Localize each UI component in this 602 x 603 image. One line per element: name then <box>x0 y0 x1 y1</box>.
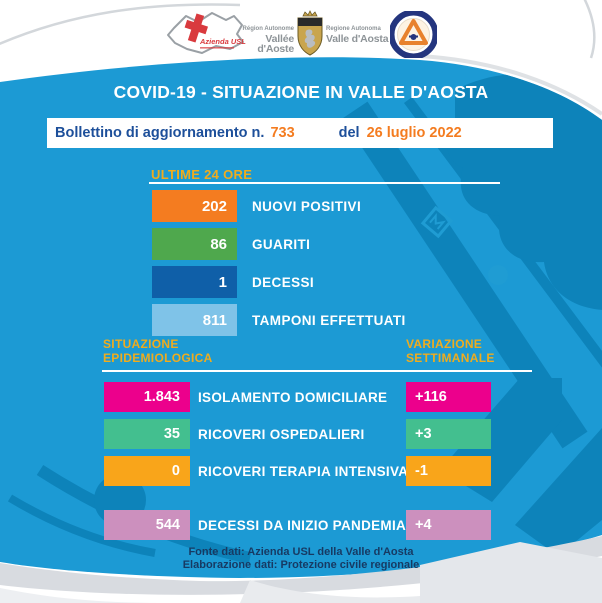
azienda-usl-logo: Azienda USL <box>167 12 246 54</box>
weekly-delta-badge: +3 <box>406 419 491 449</box>
delta-value: +3 <box>415 426 432 442</box>
weekly-delta-badge: +4 <box>406 510 491 540</box>
stat-value: 811 <box>202 311 227 329</box>
red-cross-icon <box>184 13 209 43</box>
bottom-left-watermark <box>0 588 170 603</box>
section-epidemiological-heading: SITUAZIONE EPIDEMIOLOGICA <box>103 337 213 365</box>
footer-elaboration-line: Elaborazione dati: Protezione civile reg… <box>182 558 420 571</box>
region-name-italian: Regione Autonoma Valle d'Aosta <box>326 24 396 44</box>
stat-row-decessi-pandemia: 544 DECESSI DA INIZIO PANDEMIA +4 <box>104 510 602 540</box>
bottom-center-watermark <box>240 580 420 603</box>
stat-label: TAMPONI EFFETTUATI <box>252 312 406 328</box>
data-source-footer: Fonte dati: Azienda USL della Valle d'Ao… <box>0 546 602 571</box>
stat-bar: 1.843 <box>104 382 190 412</box>
usl-logo-label: Azienda USL <box>199 37 246 46</box>
region-name-french: Région Autonome Vallée d'Aoste <box>240 24 295 55</box>
bulletin-band: Bollettino di aggiornamento n. 733 del 2… <box>47 118 553 148</box>
bulletin-date: 26 luglio 2022 <box>366 125 462 141</box>
stat-bar: 0 <box>104 456 190 486</box>
stat-label: NUOVI POSITIVI <box>252 198 362 214</box>
stat-bar: 35 <box>104 419 190 449</box>
delta-value: +116 <box>415 389 447 405</box>
bulletin-del: del <box>338 125 360 141</box>
stat-value: 544 <box>155 517 180 533</box>
bulletin-number: 733 <box>270 125 295 141</box>
stat-row-isolamento: 1.843 ISOLAMENTO DOMICILIARE +116 <box>104 382 602 412</box>
stat-row-decessi: 1 DECESSI <box>152 266 592 298</box>
stat-bar: 202 <box>152 190 237 222</box>
top-right-swoosh <box>583 0 596 59</box>
delta-value: +4 <box>415 517 432 533</box>
section-last24h-heading: ULTIME 24 ORE <box>151 167 253 182</box>
section-epidemiological-rule <box>102 370 532 372</box>
stat-label: RICOVERI TERAPIA INTENSIVA <box>198 463 409 479</box>
delta-value: -1 <box>415 463 428 479</box>
stat-bar: 86 <box>152 228 237 260</box>
stat-row-terapia-intensiva: 0 RICOVERI TERAPIA INTENSIVA -1 <box>104 456 602 486</box>
stat-bar: 1 <box>152 266 237 298</box>
stat-value: 202 <box>201 197 227 215</box>
bulletin-label: Bollettino di aggiornamento n. <box>55 125 265 141</box>
region-fr-line2: Vallée d'Aoste <box>257 33 294 55</box>
logo-strip: Azienda USL Région Autonome Vallée d'Aos… <box>0 0 602 62</box>
epidemiological-rows: 1.843 ISOLAMENTO DOMICILIARE +116 35 RIC… <box>104 382 602 540</box>
stat-value: 86 <box>210 235 227 253</box>
stat-value: 1 <box>218 273 227 291</box>
stat-label: DECESSI <box>252 274 315 290</box>
stat-row-ricoveri-ospedalieri: 35 RICOVERI OSPEDALIERI +3 <box>104 419 602 449</box>
card-edge-shadow <box>419 54 602 116</box>
stat-bar: 811 <box>152 304 237 336</box>
footer-source-line: Fonte dati: Azienda USL della Valle d'Ao… <box>188 546 414 558</box>
bottom-grey-swoosh <box>0 536 602 595</box>
stat-bar: 544 <box>104 510 190 540</box>
weekly-variation-heading: VARIAZIONE SETTIMANALE <box>406 337 495 365</box>
usl-logo-tagline-rule <box>200 47 234 49</box>
region-it-line1: Regione Autonoma <box>326 26 381 32</box>
stat-row-nuovi-positivi: 202 NUOVI POSITIVI <box>152 190 592 222</box>
weekly-delta-badge: +116 <box>406 382 491 412</box>
stat-value: 35 <box>163 426 180 442</box>
protezione-civile-logo <box>390 11 437 58</box>
stat-label: ISOLAMENTO DOMICILIARE <box>198 389 388 405</box>
last24h-rows: 202 NUOVI POSITIVI 86 GUARITI 1 DECESSI … <box>152 190 592 336</box>
stat-label: GUARITI <box>252 236 311 252</box>
region-fr-line1: Région Autonome <box>242 26 294 32</box>
stat-row-guariti: 86 GUARITI <box>152 228 592 260</box>
stat-row-tamponi: 811 TAMPONI EFFETTUATI <box>152 304 592 336</box>
weekly-delta-badge: -1 <box>406 456 491 486</box>
section-last24h-rule <box>149 182 500 184</box>
bottom-right-watermark <box>420 542 602 603</box>
stat-label: RICOVERI OSPEDALIERI <box>198 426 365 442</box>
stat-label: DECESSI DA INIZIO PANDEMIA <box>198 517 407 533</box>
top-left-swoosh <box>0 3 241 46</box>
civil-protection-triangle-icon <box>399 19 428 45</box>
region-it-line2: Valle d'Aosta <box>326 33 389 45</box>
stat-value: 0 <box>171 463 180 479</box>
valle-daosta-crest-icon <box>297 10 323 56</box>
stat-value: 1.843 <box>143 389 180 405</box>
page-title: COVID-19 - SITUAZIONE IN VALLE D'AOSTA <box>113 82 489 102</box>
